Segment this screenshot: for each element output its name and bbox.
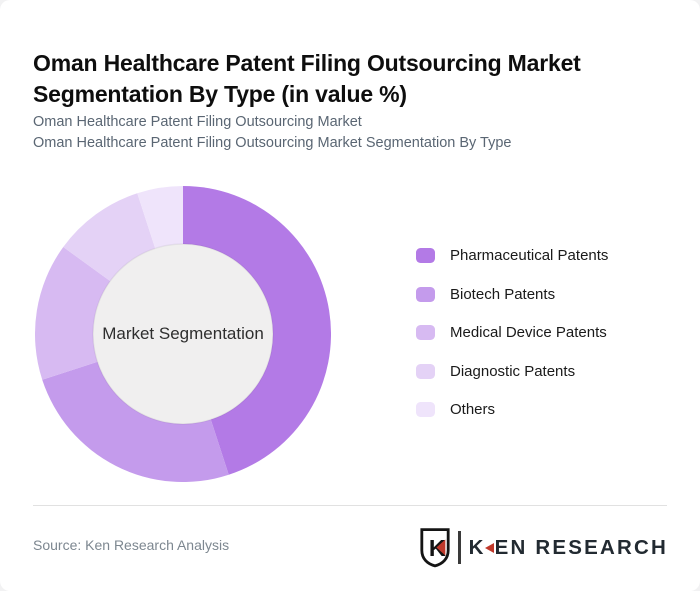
ken-research-shield-icon: K <box>420 528 450 568</box>
legend-label: Biotech Patents <box>450 285 556 303</box>
legend-label: Medical Device Patents <box>450 324 607 341</box>
source-text: Source: Ken Research Analysis <box>33 537 230 553</box>
brand-red-triangle-icon <box>484 543 494 553</box>
legend-swatch <box>416 363 435 379</box>
legend-item-biotech: Biotech Patents <box>416 286 608 303</box>
legend-item-medical-device: Medical Device Patents <box>416 324 608 341</box>
legend-swatch <box>416 248 435 263</box>
shield-red-triangle-icon <box>436 539 446 556</box>
logo-brand-text: K EN RESEARCH <box>469 536 668 560</box>
brand-rest: EN RESEARCH <box>494 535 668 559</box>
donut-hole <box>92 243 274 425</box>
legend-item-others: Others <box>416 401 608 418</box>
legend-swatch <box>416 286 435 302</box>
chart-subtitles: Oman Healthcare Patent Filing Outsourcin… <box>33 112 673 154</box>
footer-divider <box>33 505 667 506</box>
ken-research-logo: K K EN RESEARCH <box>419 527 668 568</box>
legend-swatch <box>416 402 435 417</box>
legend-label: Diagnostic Patents <box>450 362 576 380</box>
page-title: Oman Healthcare Patent Filing Outsourcin… <box>33 50 581 107</box>
shield-outline <box>420 528 450 568</box>
logo-separator-bar <box>458 531 461 564</box>
chart-legend: Pharmaceutical Patents Biotech Patents M… <box>416 247 608 440</box>
legend-item-pharmaceutical: Pharmaceutical Patents <box>416 247 608 264</box>
legend-item-diagnostic: Diagnostic Patents <box>416 363 608 380</box>
donut-chart-area: Market Segmentation <box>35 186 331 482</box>
brand-letter-k: K <box>468 535 486 559</box>
legend-swatch <box>416 325 435 340</box>
donut-chart <box>35 186 331 482</box>
legend-label: Pharmaceutical Patents <box>450 247 609 264</box>
subtitle-line-1: Oman Healthcare Patent Filing Outsourcin… <box>33 114 362 130</box>
legend-label: Others <box>450 401 496 418</box>
subtitle-line-2: Oman Healthcare Patent Filing Outsourcin… <box>33 135 512 151</box>
